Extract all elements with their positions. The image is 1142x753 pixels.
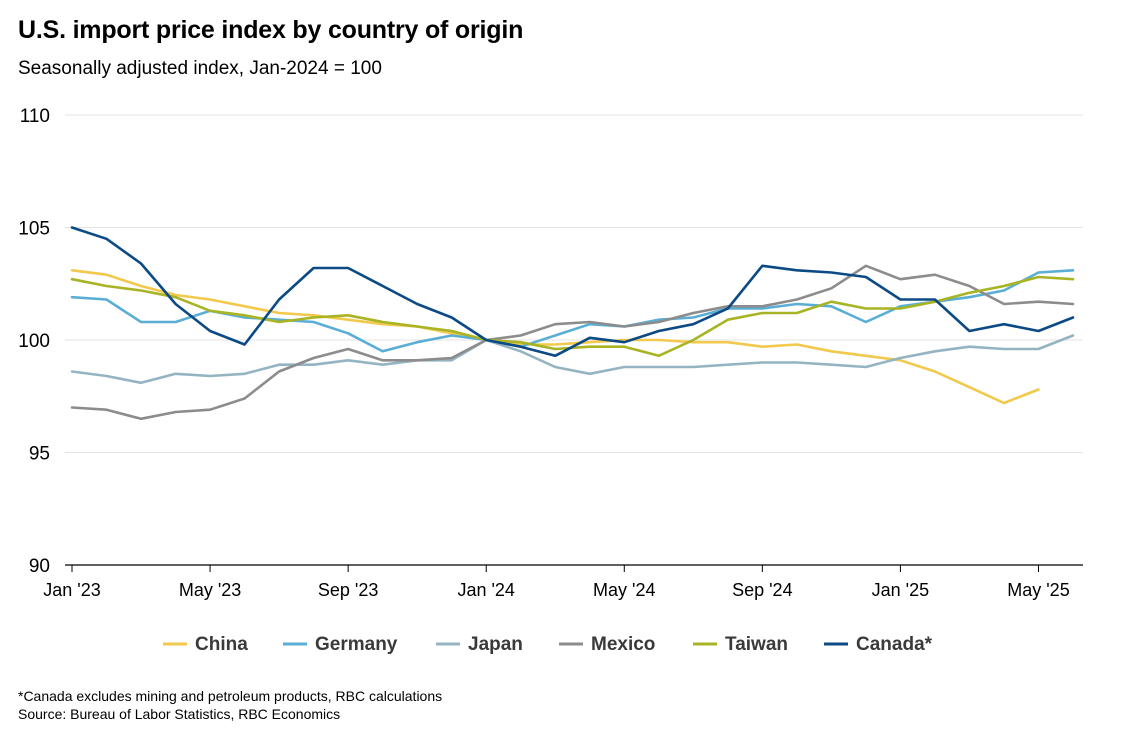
- series-line-germany: [70, 269, 1075, 353]
- gridlines: [65, 114, 1083, 453]
- series-line-japan: [70, 334, 1075, 385]
- series-line-china: [70, 269, 1040, 405]
- x-tick-label: Jan '25: [872, 580, 929, 600]
- footnote-canada: *Canada excludes mining and petroleum pr…: [18, 688, 443, 704]
- legend: China Germany Japan Mexico Taiwan Canada*: [163, 634, 933, 655]
- x-tick-label: May '25: [1007, 580, 1069, 600]
- legend-item-mexico: Mexico: [559, 634, 655, 655]
- y-tick-label-90: 90: [29, 556, 50, 577]
- legend-label: Taiwan: [725, 634, 788, 655]
- series-lines: [70, 226, 1075, 421]
- legend-item-canada: Canada*: [824, 634, 933, 655]
- x-tick-label: May '23: [179, 580, 241, 600]
- footnotes: *Canada excludes mining and petroleum pr…: [18, 687, 442, 723]
- x-tick-label: Jan '24: [457, 580, 514, 600]
- y-axis-ticks: 90 95 100 105 110: [18, 106, 50, 577]
- series-line-mexico: [70, 264, 1075, 421]
- x-tick-label: Sep '23: [318, 580, 379, 600]
- legend-item-taiwan: Taiwan: [693, 634, 788, 655]
- legend-item-germany: Germany: [283, 634, 398, 655]
- x-tick-label: Jan '23: [43, 580, 100, 600]
- legend-item-japan: Japan: [436, 634, 523, 655]
- legend-label: Germany: [315, 634, 398, 655]
- y-tick-label-95: 95: [29, 444, 50, 465]
- legend-item-china: China: [163, 634, 248, 655]
- y-tick-label-105: 105: [18, 219, 50, 240]
- series-line-canada: [70, 226, 1075, 358]
- legend-label: Canada*: [856, 634, 933, 655]
- y-tick-label-100: 100: [18, 331, 50, 352]
- legend-label: Japan: [468, 634, 523, 655]
- x-axis: Jan '23 May '23 Sep '23 Jan '24 May '24 Sep '…: [43, 564, 1083, 600]
- chart-subtitle: Seasonally adjusted index, Jan-2024 = 10…: [18, 58, 382, 79]
- x-tick-label: May '24: [593, 580, 655, 600]
- legend-label: China: [195, 634, 248, 655]
- y-tick-label-110: 110: [20, 106, 50, 127]
- legend-label: Mexico: [591, 634, 655, 655]
- source-note: Source: Bureau of Labor Statistics, RBC …: [18, 706, 341, 722]
- x-tick-label: Sep '24: [732, 580, 793, 600]
- chart-title: U.S. import price index by country of or…: [18, 16, 524, 44]
